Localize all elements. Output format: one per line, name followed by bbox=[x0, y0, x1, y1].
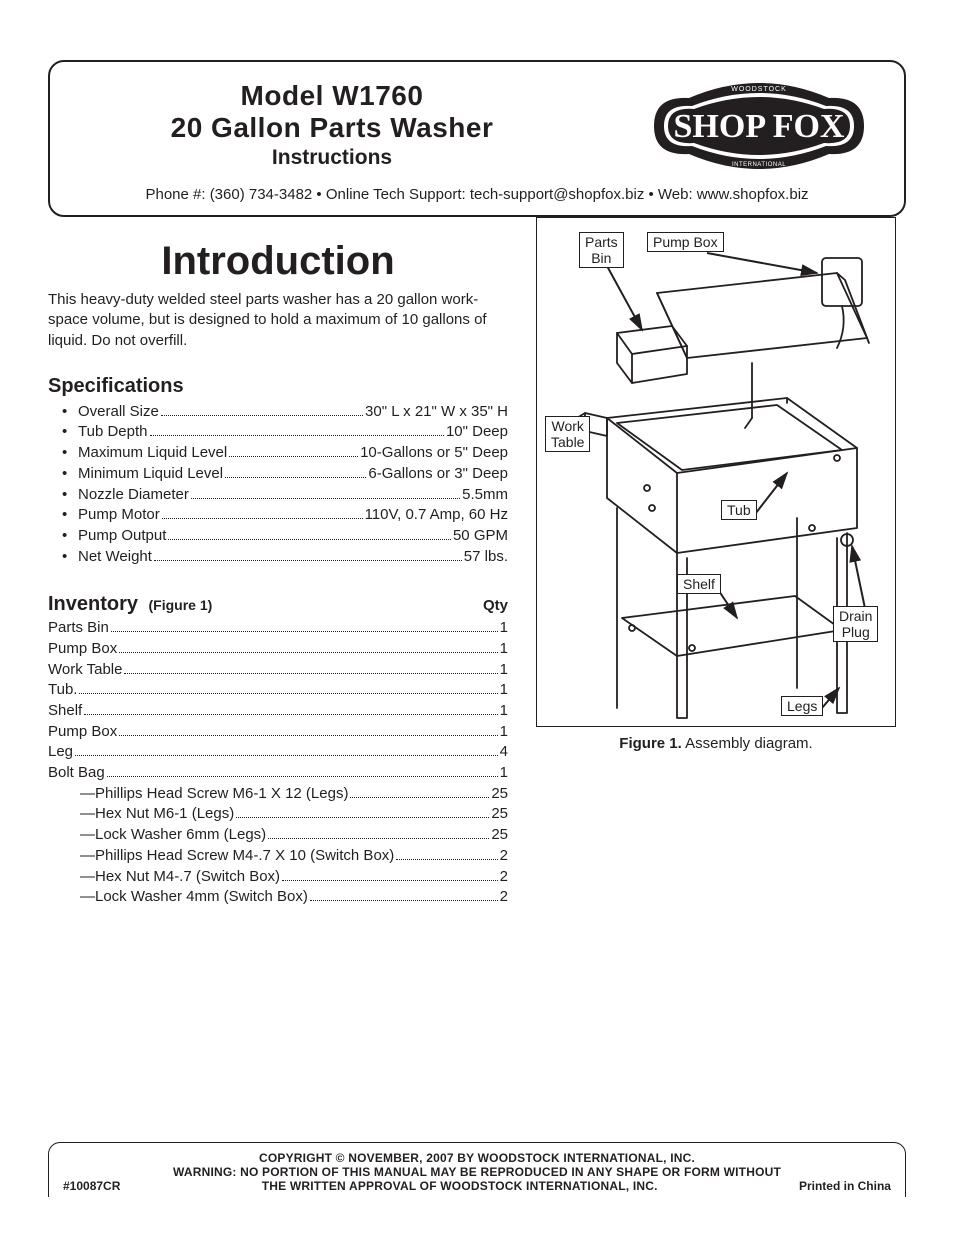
spec-label: Net Weight bbox=[78, 547, 152, 568]
inv-label: Parts Bin bbox=[48, 618, 109, 639]
intro-heading: Introduction bbox=[48, 239, 508, 284]
inv-sub-label: —Lock Washer 4mm (Switch Box) bbox=[80, 887, 308, 908]
inv-sub-value: 25 bbox=[491, 825, 508, 846]
specs-list: Overall Size 30" L x 21" W x 35" H Tub De… bbox=[48, 402, 508, 568]
figure-label-pump-box: Pump Box bbox=[647, 232, 724, 252]
spec-label: Minimum Liquid Level bbox=[78, 464, 223, 485]
footer-panel: COPYRIGHT © NOVEMBER, 2007 BY WOODSTOCK … bbox=[48, 1142, 906, 1197]
model-line-2: 20 Gallon Parts Washer bbox=[70, 112, 594, 144]
spec-label: Maximum Liquid Level bbox=[78, 443, 227, 464]
spec-value: 10-Gallons or 5" Deep bbox=[360, 443, 508, 464]
title-block: Model W1760 20 Gallon Parts Washer Instr… bbox=[70, 76, 594, 170]
inv-label: Pump Box bbox=[48, 722, 117, 743]
inv-label: Leg bbox=[48, 742, 73, 763]
inv-sub-label: —Phillips Head Screw M6-1 X 12 (Legs) bbox=[80, 784, 348, 805]
inv-label: Shelf bbox=[48, 701, 82, 722]
figure-label-drain-plug: Drain Plug bbox=[833, 606, 878, 642]
header-panel: Model W1760 20 Gallon Parts Washer Instr… bbox=[48, 60, 906, 217]
spec-value: 50 GPM bbox=[453, 526, 508, 547]
inv-sub-value: 2 bbox=[500, 867, 508, 888]
warning-line: WARNING: NO PORTION OF THIS MANUAL MAY B… bbox=[63, 1165, 891, 1179]
svg-text:WOODSTOCK: WOODSTOCK bbox=[731, 86, 787, 93]
printed-in: Printed in China bbox=[799, 1179, 891, 1193]
brand-logo: SHOP FOX ® WOODSTOCK INTERNATIONAL bbox=[634, 76, 884, 176]
spec-value: 6-Gallons or 3" Deep bbox=[368, 464, 508, 485]
inv-value: 1 bbox=[500, 680, 508, 701]
inv-sub-label: —Hex Nut M4-.7 (Switch Box) bbox=[80, 867, 280, 888]
figure-label-work-table: Work Table bbox=[545, 416, 590, 452]
inv-value: 4 bbox=[500, 742, 508, 763]
inv-sub-label: —Lock Washer 6mm (Legs) bbox=[80, 825, 266, 846]
inv-value: 1 bbox=[500, 660, 508, 681]
inv-label: Tub. bbox=[48, 680, 77, 701]
inv-value: 1 bbox=[500, 701, 508, 722]
inv-value: 1 bbox=[500, 763, 508, 784]
doc-code: #10087CR bbox=[63, 1179, 120, 1193]
assembly-figure: Parts Bin Pump Box Work Table Tub Shelf … bbox=[536, 217, 896, 727]
spec-label: Pump Motor bbox=[78, 505, 160, 526]
figure-label-parts-bin: Parts Bin bbox=[579, 232, 624, 268]
inv-sub-value: 25 bbox=[491, 804, 508, 825]
figure-label-shelf: Shelf bbox=[677, 574, 721, 594]
figure-label-legs: Legs bbox=[781, 696, 823, 716]
assembly-diagram-icon bbox=[537, 218, 896, 727]
approval-line: THE WRITTEN APPROVAL OF WOODSTOCK INTERN… bbox=[262, 1179, 658, 1193]
model-line-1: Model W1760 bbox=[70, 80, 594, 112]
spec-value: 57 lbs. bbox=[464, 547, 508, 568]
figure-label-tub: Tub bbox=[721, 500, 757, 520]
spec-value: 10" Deep bbox=[446, 422, 508, 443]
spec-label: Pump Output bbox=[78, 526, 166, 547]
inventory-fig-ref: (Figure 1) bbox=[148, 597, 212, 613]
inv-sub-value: 25 bbox=[491, 784, 508, 805]
svg-text:SHOP FOX: SHOP FOX bbox=[674, 108, 845, 145]
inv-value: 1 bbox=[500, 639, 508, 660]
specs-heading: Specifications bbox=[48, 375, 508, 398]
inventory-heading: Inventory bbox=[48, 593, 138, 615]
svg-text:®: ® bbox=[867, 103, 874, 113]
spec-label: Nozzle Diameter bbox=[78, 485, 189, 506]
subtitle: Instructions bbox=[70, 146, 594, 170]
shop-fox-logo-icon: SHOP FOX ® WOODSTOCK INTERNATIONAL bbox=[634, 76, 884, 176]
inv-label: Bolt Bag bbox=[48, 763, 105, 784]
inv-sub-label: —Hex Nut M6-1 (Legs) bbox=[80, 804, 234, 825]
spec-label: Overall Size bbox=[78, 402, 159, 423]
figure-caption: Figure 1. Assembly diagram. bbox=[536, 735, 896, 752]
inv-sub-value: 2 bbox=[500, 846, 508, 867]
contact-line: Phone #: (360) 734-3482 • Online Tech Su… bbox=[70, 186, 884, 203]
inv-sub-value: 2 bbox=[500, 887, 508, 908]
inv-value: 1 bbox=[500, 618, 508, 639]
svg-text:INTERNATIONAL: INTERNATIONAL bbox=[732, 162, 786, 168]
qty-heading: Qty bbox=[483, 597, 508, 614]
inv-label: Pump Box bbox=[48, 639, 117, 660]
inv-label: Work Table bbox=[48, 660, 122, 681]
spec-value: 30" L x 21" W x 35" H bbox=[365, 402, 508, 423]
copyright-line: COPYRIGHT © NOVEMBER, 2007 BY WOODSTOCK … bbox=[63, 1151, 891, 1165]
spec-value: 5.5mm bbox=[462, 485, 508, 506]
spec-label: Tub Depth bbox=[78, 422, 148, 443]
spec-value: 110V, 0.7 Amp, 60 Hz bbox=[365, 505, 508, 526]
inventory-header: Inventory (Figure 1) Qty bbox=[48, 593, 508, 616]
intro-paragraph: This heavy-duty welded steel parts washe… bbox=[48, 290, 508, 351]
inv-value: 1 bbox=[500, 722, 508, 743]
inv-sub-label: —Phillips Head Screw M4-.7 X 10 (Switch … bbox=[80, 846, 394, 867]
inventory-list: Parts Bin 1 Pump Box 1 Work Table 1 Tub. 1 S… bbox=[48, 618, 508, 908]
